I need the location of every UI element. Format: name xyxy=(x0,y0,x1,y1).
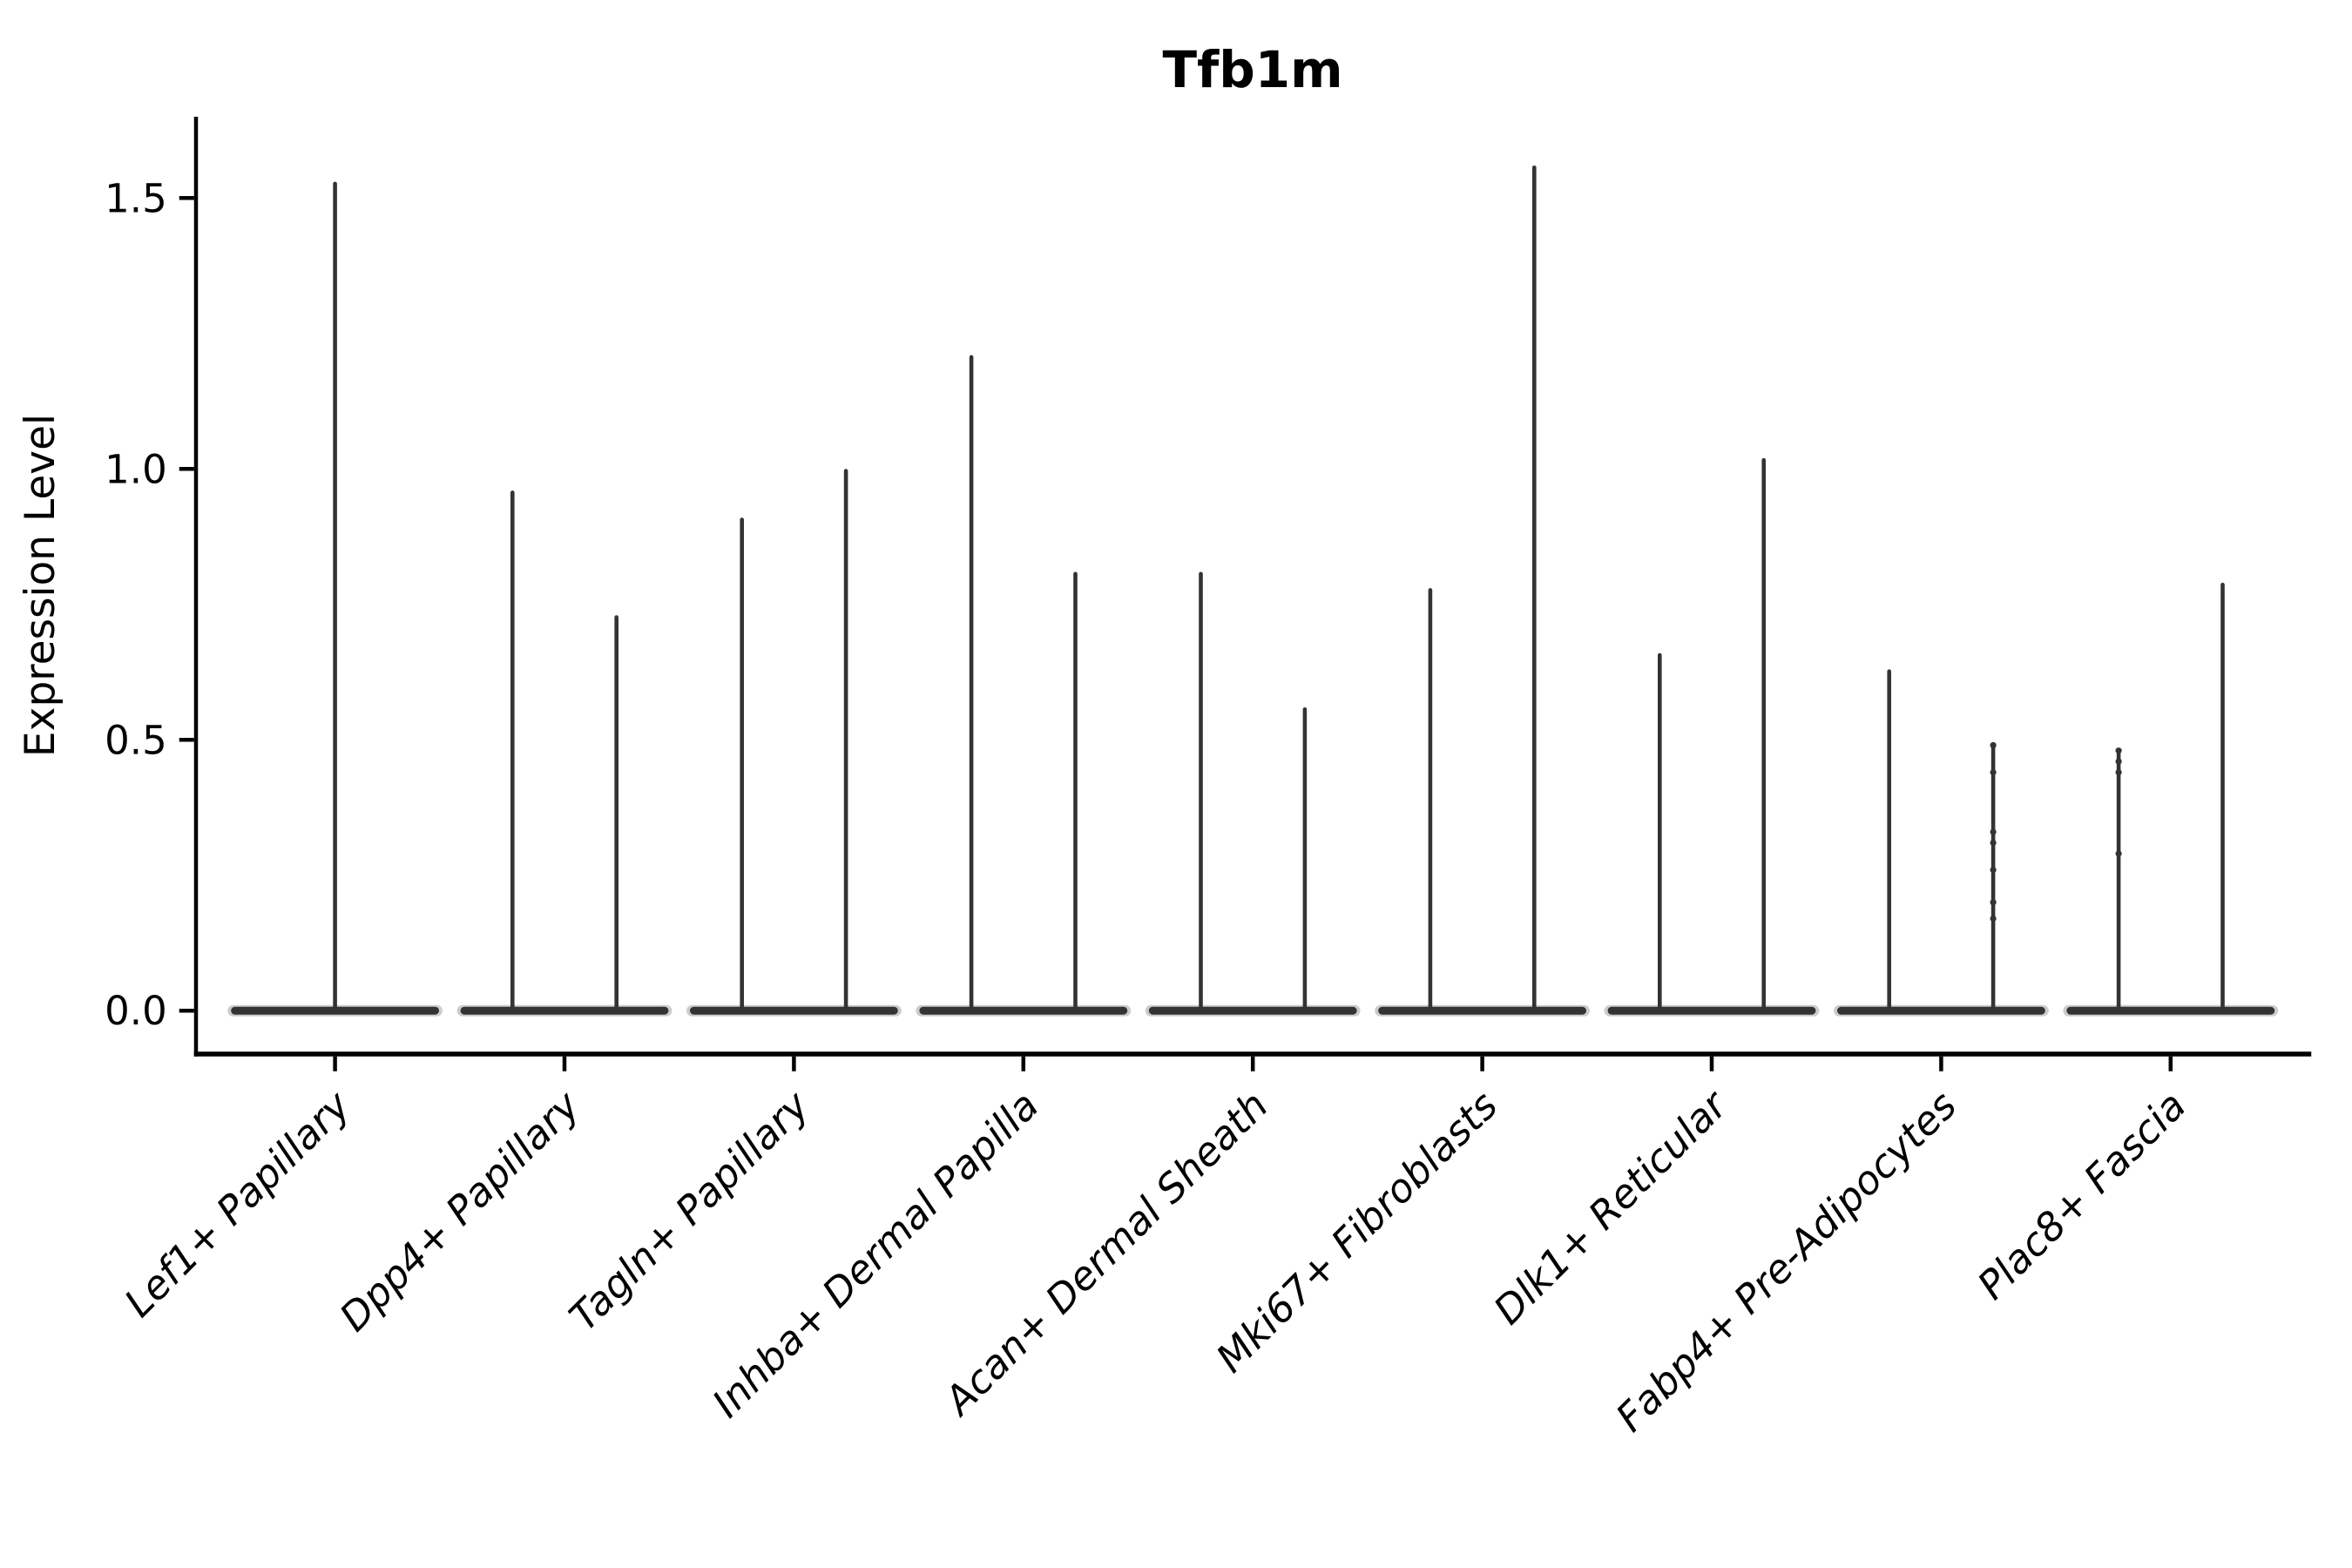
violin-base xyxy=(690,1006,898,1015)
jitter-point xyxy=(2115,747,2122,754)
y-tick-label: 0.5 xyxy=(105,717,167,763)
jitter-point xyxy=(1990,768,1997,776)
y-tick-label: 0.0 xyxy=(105,988,167,1034)
y-axis-label: Expression Level xyxy=(17,414,64,757)
x-tick xyxy=(1939,1056,1943,1071)
violin-needle xyxy=(843,469,848,1014)
jitter-point xyxy=(2115,768,2122,776)
x-tick xyxy=(792,1056,796,1071)
jitter-point xyxy=(1990,839,1997,847)
violin-needle xyxy=(1073,571,1078,1014)
x-axis-spine xyxy=(193,1051,2312,1057)
violin-needle xyxy=(1990,745,1996,1014)
violin-base xyxy=(2066,1006,2275,1015)
y-tick xyxy=(179,196,194,200)
y-tick xyxy=(179,1008,194,1013)
x-tick xyxy=(1709,1056,1714,1071)
y-tick-label: 1.0 xyxy=(105,446,167,492)
x-tick xyxy=(1250,1056,1255,1071)
x-tick-label: Tagln+ Papillary xyxy=(560,1081,819,1340)
x-tick xyxy=(562,1056,567,1071)
violin-needle xyxy=(740,517,744,1014)
x-tick-label: Lef1+ Papillary xyxy=(116,1081,361,1326)
violin-base xyxy=(1148,1006,1357,1015)
y-tick-label: 1.5 xyxy=(105,175,167,221)
violin-needle xyxy=(1887,669,1891,1014)
violin-base xyxy=(919,1006,1128,1015)
jitter-point xyxy=(2115,850,2122,857)
jitter-point xyxy=(1990,915,1997,923)
y-tick xyxy=(179,738,194,742)
violin-needle xyxy=(1428,588,1433,1014)
jitter-point xyxy=(1990,899,1997,906)
violin-base xyxy=(1378,1006,1586,1015)
violin-needle xyxy=(333,181,337,1014)
plot-title: Tfb1m xyxy=(1162,40,1342,99)
violin-needle xyxy=(2220,582,2225,1014)
x-tick-label: Dpp4+ Papillary xyxy=(331,1081,590,1340)
violin-base xyxy=(1607,1006,1816,1015)
violin-needle xyxy=(1302,706,1308,1014)
violin-needle xyxy=(1761,457,1766,1014)
violin-needle xyxy=(614,615,618,1014)
x-tick xyxy=(1021,1056,1026,1071)
violin-needle xyxy=(510,490,515,1014)
jitter-point xyxy=(1990,741,1997,749)
violin-needle xyxy=(1532,165,1537,1014)
jitter-point xyxy=(1990,828,1997,835)
violin-base xyxy=(1837,1006,2045,1015)
violin-needle xyxy=(1199,571,1203,1014)
jitter-point xyxy=(2115,758,2122,765)
x-tick-label: Dlk1+ Reticular xyxy=(1484,1081,1737,1334)
violin-needle xyxy=(1658,652,1662,1014)
y-axis-spine xyxy=(193,117,199,1057)
x-tick xyxy=(1480,1056,1484,1071)
violin-needle xyxy=(2116,750,2121,1014)
y-tick xyxy=(179,467,194,471)
x-tick xyxy=(2168,1056,2173,1071)
jitter-point xyxy=(1990,866,1997,874)
x-tick-label: Plac8+ Fascia xyxy=(1969,1082,2195,1308)
violin-needle xyxy=(969,355,974,1014)
violin-base xyxy=(460,1006,669,1015)
x-tick xyxy=(333,1056,337,1071)
